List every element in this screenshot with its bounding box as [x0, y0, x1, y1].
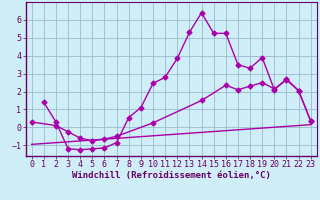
X-axis label: Windchill (Refroidissement éolien,°C): Windchill (Refroidissement éolien,°C): [72, 171, 271, 180]
